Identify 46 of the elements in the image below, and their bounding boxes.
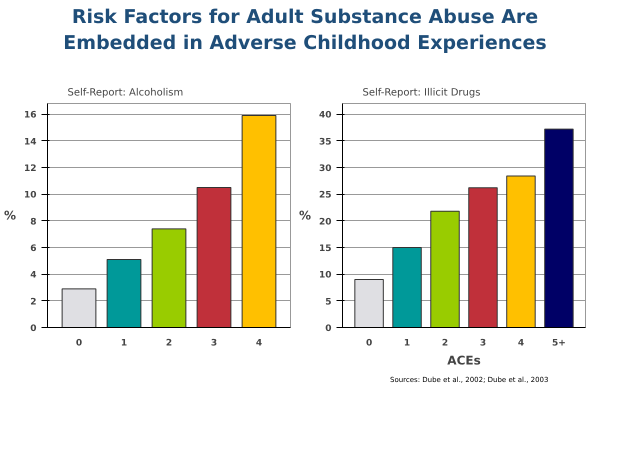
x-tick-label: 4 — [518, 338, 524, 348]
chart-title: Self-Report: Illicit Drugs — [362, 88, 480, 98]
x-tick-label: 3 — [210, 338, 218, 348]
bar — [242, 115, 276, 328]
y-tick-label: 4 — [30, 270, 37, 281]
y-tick-label: 40 — [318, 110, 332, 121]
bar — [62, 288, 96, 328]
bar — [392, 247, 422, 328]
y-tick-label: 0 — [30, 324, 37, 334]
bar — [544, 128, 574, 328]
bar — [106, 259, 142, 328]
x-tick-label: 3 — [480, 338, 486, 348]
y-tick-label: 12 — [24, 164, 37, 174]
x-tick-label: 0 — [76, 338, 82, 348]
x-tick-label: 5+ — [552, 338, 566, 348]
x-tick-label: 4 — [256, 338, 262, 348]
y-axis-title: % — [298, 208, 311, 222]
y-tick-label: 25 — [318, 190, 332, 201]
bar — [430, 210, 460, 328]
chart-title: Risk Factors for Adult Substance Abuse Are Embedded in Adverse Childhood Experiences — [62, 5, 548, 56]
x-tick-label: 1 — [404, 338, 410, 348]
bar — [152, 228, 186, 328]
y-tick-label: 5 — [325, 297, 332, 308]
y-tick-label: 16 — [24, 110, 37, 121]
y-tick-label: 8 — [30, 217, 37, 228]
y-tick-label: 15 — [318, 244, 332, 254]
y-tick-label: 30 — [318, 164, 332, 174]
y-tick-label: 10 — [318, 270, 332, 281]
y-tick-label: 10 — [24, 190, 37, 201]
bar — [506, 176, 536, 328]
y-tick-label: 20 — [318, 217, 332, 228]
chart-subtitle: Self-Report: Alcoholism — [68, 88, 184, 98]
x-tick-label: 0 — [366, 338, 372, 348]
bar — [196, 187, 232, 328]
y-tick-label: 14 — [24, 137, 37, 148]
y-tick-label: 6 — [30, 244, 37, 254]
x-tick-label: 1 — [120, 338, 128, 348]
y-tick-label: 2 — [30, 297, 37, 308]
bar — [354, 279, 384, 328]
y-tick-label: 35 — [318, 137, 332, 148]
y-axis-title: % — [4, 208, 16, 222]
y-tick-label: 0 — [325, 324, 332, 334]
x-axis-title: ACEs — [447, 354, 481, 368]
x-tick-label: 2 — [442, 338, 448, 348]
x-tick-label: 2 — [166, 338, 172, 348]
bar — [468, 187, 498, 328]
